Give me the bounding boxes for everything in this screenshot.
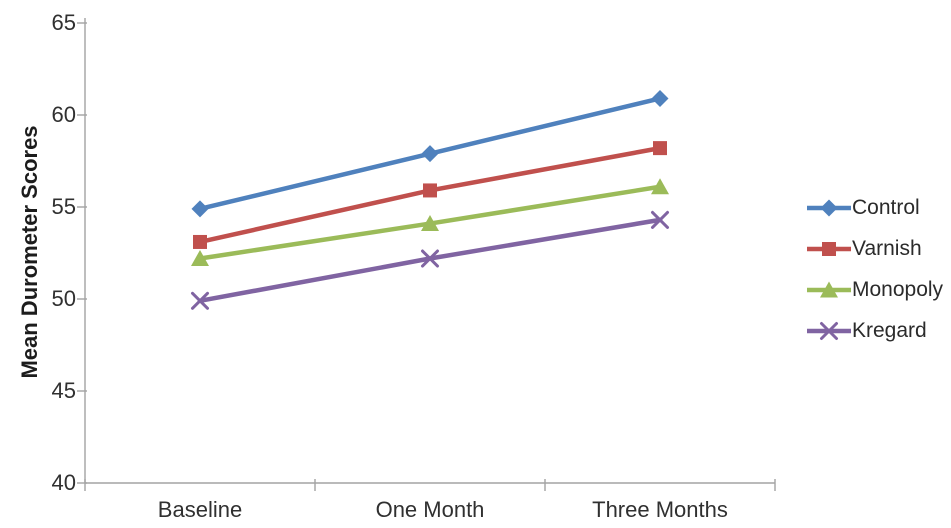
x-category-label-one-month: One Month — [375, 497, 485, 522]
y-tick-label-55: 55 — [51, 194, 76, 219]
varnish-line-marker-icon — [807, 242, 851, 256]
control-line-marker-icon — [807, 199, 851, 217]
y-tick-label-60: 60 — [51, 102, 76, 127]
x-category-label-three-months: Three Months — [592, 497, 728, 522]
legend-item-varnish: Varnish — [806, 238, 922, 260]
legend-item-monopoly: Monopoly — [806, 279, 943, 301]
legend-label-kregard: Kregard — [852, 319, 927, 342]
y-tick-label-45: 45 — [51, 378, 76, 403]
legend-label-varnish: Varnish — [852, 237, 922, 260]
legend-label-monopoly: Monopoly — [852, 278, 944, 301]
x-category-label-baseline: Baseline — [157, 497, 243, 522]
monopoly-line-marker-icon — [807, 281, 851, 298]
y-axis-title: Mean Durometer Scores — [17, 125, 42, 379]
y-tick-label-40: 40 — [51, 470, 76, 495]
legend-item-control: Control — [806, 197, 920, 219]
y-tick-label-65: 65 — [51, 10, 76, 35]
legend-item-kregard: Kregard — [806, 320, 927, 342]
kregard-line-marker-icon — [807, 322, 851, 340]
y-tick-label-50: 50 — [51, 286, 76, 311]
legend-label-control: Control — [852, 196, 920, 219]
